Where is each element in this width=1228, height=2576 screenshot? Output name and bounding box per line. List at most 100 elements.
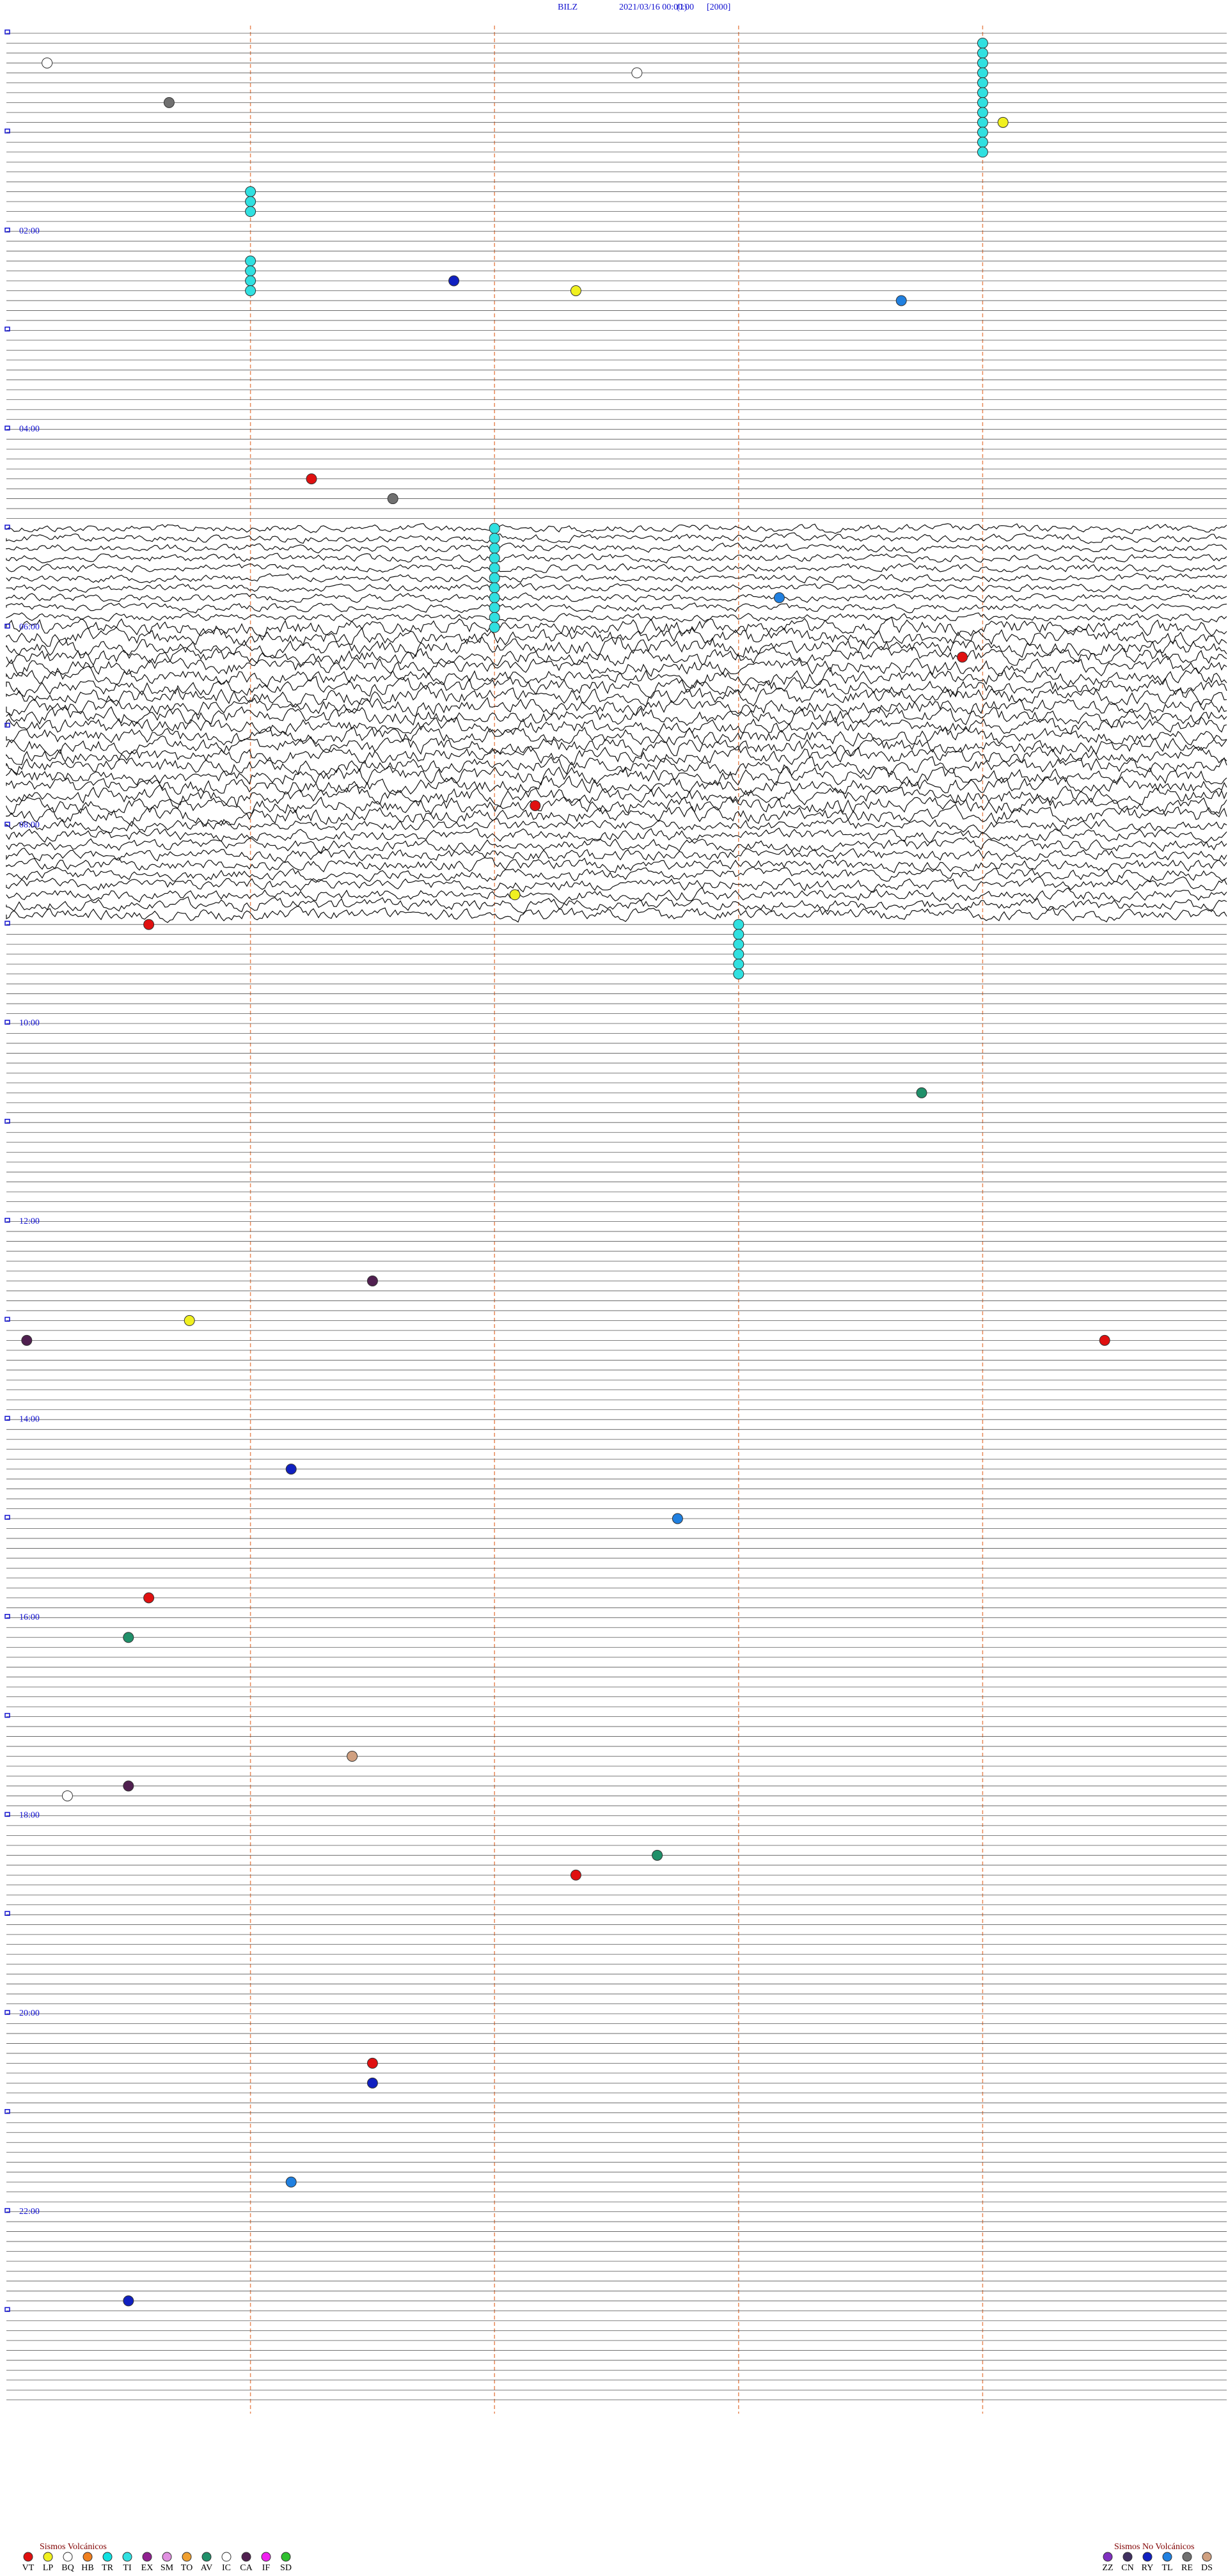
trace xyxy=(6,626,1227,647)
event xyxy=(366,2077,378,2089)
event xyxy=(1099,1334,1110,1346)
hour-marker xyxy=(4,227,10,233)
station: BILZ xyxy=(558,3,578,12)
trace xyxy=(6,665,1227,689)
hour-marker xyxy=(4,2307,10,2312)
legend-label: ZZ xyxy=(1102,2563,1113,2573)
legend-swatch xyxy=(43,2552,53,2562)
legend-label: SD xyxy=(280,2563,292,2573)
legend-label: RY xyxy=(1142,2563,1154,2573)
trace xyxy=(6,542,1227,554)
trace xyxy=(6,837,1227,853)
trace xyxy=(6,684,1227,708)
trace xyxy=(6,617,1227,637)
legend-swatch xyxy=(261,2552,271,2562)
scale: [2000] xyxy=(707,3,730,12)
legend-swatch xyxy=(162,2552,172,2562)
hour-marker xyxy=(4,821,10,827)
event xyxy=(245,285,256,296)
legend-label: SM xyxy=(161,2563,174,2573)
event xyxy=(733,949,744,960)
event xyxy=(977,146,988,158)
trace xyxy=(6,735,1227,757)
event xyxy=(448,275,460,287)
hour-label: 16:00 xyxy=(19,1613,40,1622)
event xyxy=(977,67,988,79)
trace xyxy=(6,523,1227,535)
trace xyxy=(6,756,1227,776)
trace xyxy=(6,553,1227,564)
trace xyxy=(6,532,1227,544)
event xyxy=(143,1592,155,1604)
legend-swatch xyxy=(221,2552,232,2562)
legend-swatch xyxy=(1122,2552,1133,2562)
trace xyxy=(6,827,1227,844)
hour-marker xyxy=(4,2208,10,2213)
legend-label: VT xyxy=(22,2563,35,2573)
hour-label: 06:00 xyxy=(19,622,40,632)
legend-label: CA xyxy=(240,2563,253,2573)
trace xyxy=(6,602,1227,613)
hour-marker xyxy=(4,1812,10,1817)
trace xyxy=(6,866,1227,883)
hour-marker xyxy=(4,1316,10,1322)
event xyxy=(489,602,500,613)
trace xyxy=(6,592,1227,603)
legend-swatch xyxy=(241,2552,251,2562)
hour-marker xyxy=(4,1217,10,1223)
legend-label: IC xyxy=(222,2563,231,2573)
trace xyxy=(6,636,1227,659)
trace xyxy=(6,716,1227,736)
event xyxy=(285,1464,297,1475)
hour-marker xyxy=(4,1020,10,1025)
legend-swatch xyxy=(102,2552,113,2562)
title: BILZ 2021/03/16 00:00:00 (1) [2000] xyxy=(558,3,730,12)
hour-marker xyxy=(4,525,10,530)
trace xyxy=(6,794,1227,815)
event xyxy=(977,57,988,68)
hour-marker xyxy=(4,1416,10,1421)
legend-swatch xyxy=(201,2552,212,2562)
event xyxy=(977,37,988,49)
trace xyxy=(6,905,1227,923)
event xyxy=(530,800,541,811)
event xyxy=(570,285,581,296)
event xyxy=(245,186,256,198)
hour-label: 22:00 xyxy=(19,2207,40,2216)
channel: (1) xyxy=(677,3,688,12)
traces xyxy=(6,33,1227,2401)
legend-label: BQ xyxy=(61,2563,74,2573)
event xyxy=(245,265,256,277)
legend-swatch xyxy=(122,2552,132,2562)
event xyxy=(977,47,988,59)
event xyxy=(489,542,500,554)
legend-label: AV xyxy=(201,2563,212,2573)
legend-swatch xyxy=(182,2552,192,2562)
hour-marker xyxy=(4,1515,10,1520)
event xyxy=(489,612,500,623)
event xyxy=(123,2295,134,2307)
hour-marker xyxy=(4,1614,10,1619)
trace xyxy=(6,612,1227,623)
event xyxy=(347,1751,358,1762)
event xyxy=(957,651,968,663)
legend-label: TL xyxy=(1161,2563,1172,2573)
event xyxy=(509,889,521,901)
legend-swatch xyxy=(281,2552,291,2562)
legend-swatch xyxy=(1142,2552,1153,2562)
event xyxy=(733,958,744,970)
trace xyxy=(6,803,1227,827)
event xyxy=(733,919,744,930)
hour-label: 04:00 xyxy=(19,424,40,434)
hour-marker xyxy=(4,624,10,629)
hour-label: 12:00 xyxy=(19,1217,40,1226)
event xyxy=(245,196,256,207)
event xyxy=(489,622,500,633)
trace xyxy=(6,563,1227,573)
legend-swatch xyxy=(83,2552,93,2562)
event xyxy=(42,57,53,68)
legend-swatch xyxy=(142,2552,152,2562)
event xyxy=(245,275,256,287)
trace xyxy=(6,583,1227,593)
trace xyxy=(6,818,1227,834)
